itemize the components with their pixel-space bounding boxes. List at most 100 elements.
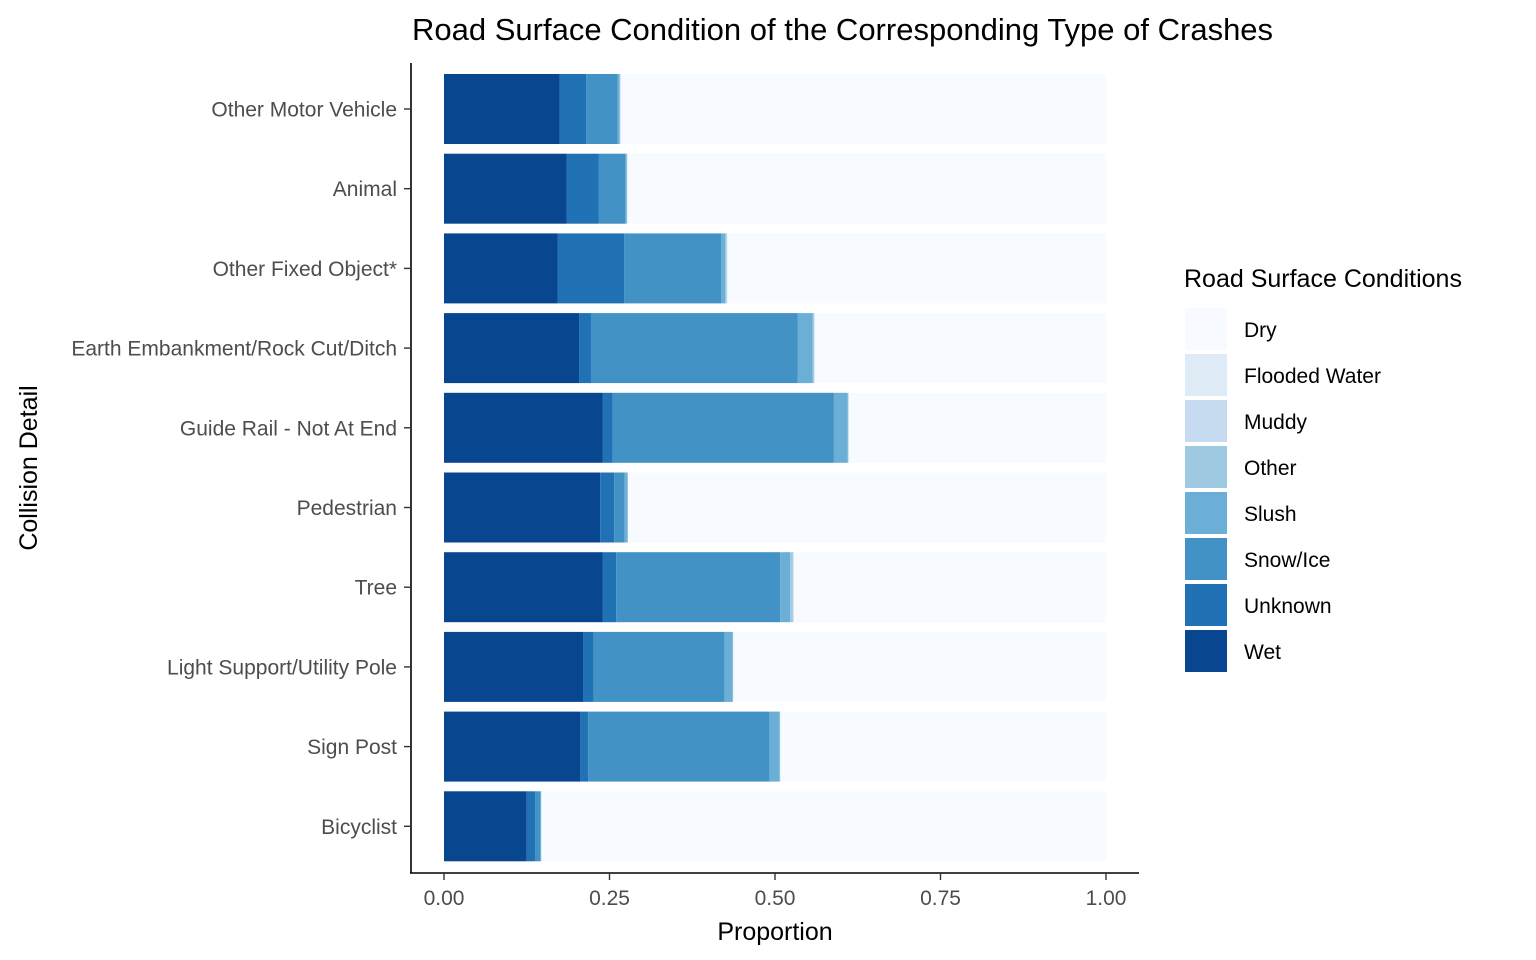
legend-title: Road Surface Conditions <box>1184 265 1462 293</box>
bar-other-motor-vehicle-slush <box>617 74 620 144</box>
bar-guide-rail-not-at-end-slush <box>833 392 848 463</box>
bar-pedestrian-snow-ice <box>614 472 625 543</box>
bar-animal-unknown <box>566 153 599 224</box>
x-tick-label: 0.75 <box>920 887 961 910</box>
bar-earth-embankment-rock-cut-ditch-dry <box>814 313 1106 384</box>
bar-other-motor-vehicle-snow-ice <box>586 74 618 144</box>
legend-key-flooded-water <box>1185 354 1227 396</box>
bar-other-fixed-object-muddy <box>726 233 728 304</box>
bar-other-fixed-object-other <box>725 233 727 304</box>
legend-key-snow-ice <box>1185 538 1227 580</box>
bar-tree-dry <box>794 552 1106 623</box>
bar-guide-rail-not-at-end-other <box>847 392 849 463</box>
bar-earth-embankment-rock-cut-ditch-slush <box>797 313 813 384</box>
bar-sign-post-slush <box>769 711 780 782</box>
bar-sign-post-wet <box>444 711 581 782</box>
bar-tree-other <box>790 552 793 623</box>
bar-tree-unknown <box>602 552 617 623</box>
legend-key-slush <box>1185 492 1227 534</box>
bar-light-support-utility-pole-dry <box>733 631 1106 702</box>
chart-title: Road Surface Condition of the Correspond… <box>412 12 1273 47</box>
bar-earth-embankment-rock-cut-ditch-muddy <box>814 313 815 384</box>
bar-light-support-utility-pole-other <box>732 631 734 702</box>
bar-pedestrian-dry <box>628 472 1106 543</box>
legend-label-dry: Dry <box>1244 319 1277 342</box>
bar-guide-rail-not-at-end-unknown <box>602 392 613 463</box>
bar-sign-post-other <box>779 711 781 782</box>
x-axis-ticks: 0.00 0.25 0.50 0.75 1.00 <box>424 873 1127 910</box>
bar-other-motor-vehicle-dry <box>620 74 1106 144</box>
bar-animal-dry <box>627 153 1106 224</box>
x-tick-label: 1.00 <box>1086 887 1127 910</box>
x-tick-label: 0.25 <box>589 887 630 910</box>
bar-light-support-utility-pole-slush <box>724 631 733 702</box>
bar-other-fixed-object-slush <box>721 233 726 304</box>
legend: Road Surface Conditions Dry Flooded Water… <box>1184 265 1462 672</box>
bar-other-motor-vehicle-muddy <box>620 74 621 144</box>
x-tick-label: 0.50 <box>755 887 796 910</box>
y-axis-ticks: Other Motor Vehicle Animal Other Fixed Obj… <box>71 99 411 839</box>
bar-tree-slush <box>780 552 791 623</box>
bar-pedestrian-wet <box>444 472 601 543</box>
bar-light-support-utility-pole-unknown <box>583 631 594 702</box>
legend-label-wet: Wet <box>1244 641 1281 664</box>
y-tick-label: Pedestrian <box>297 497 397 520</box>
bars-layer <box>444 74 1106 862</box>
bar-earth-embankment-rock-cut-ditch-other <box>812 313 815 384</box>
y-tick-label: Light Support/Utility Pole <box>167 656 397 679</box>
bar-bicyclist-slush <box>539 791 542 862</box>
bar-tree-flooded-water <box>793 552 795 623</box>
bar-guide-rail-not-at-end-wet <box>444 392 603 463</box>
bar-other-fixed-object-unknown <box>557 233 625 304</box>
legend-key-dry <box>1185 308 1227 350</box>
bar-pedestrian-slush <box>624 472 628 543</box>
legend-label-slush: Slush <box>1244 503 1297 526</box>
bar-other-fixed-object-wet <box>444 233 558 304</box>
bar-animal-snow-ice <box>598 153 626 224</box>
bar-earth-embankment-rock-cut-ditch-snow-ice <box>590 313 798 384</box>
y-tick-label: Tree <box>355 577 397 600</box>
x-axis-title: Proportion <box>717 918 832 946</box>
legend-key-unknown <box>1185 584 1227 626</box>
y-tick-label: Other Fixed Object* <box>213 258 397 281</box>
bar-sign-post-snow-ice <box>588 711 770 782</box>
bar-earth-embankment-rock-cut-ditch-unknown <box>579 313 591 384</box>
bar-other-motor-vehicle-unknown <box>559 74 587 144</box>
bar-pedestrian-unknown <box>600 472 615 543</box>
bar-sign-post-unknown <box>580 711 589 782</box>
bar-animal-wet <box>444 153 567 224</box>
legend-label-snow-ice: Snow/Ice <box>1244 549 1330 572</box>
bar-bicyclist-dry <box>541 791 1106 862</box>
y-tick-label: Guide Rail - Not At End <box>180 417 397 440</box>
bar-bicyclist-unknown <box>526 791 536 862</box>
legend-label-other: Other <box>1244 457 1297 480</box>
y-axis-title: Collision Detail <box>15 385 43 550</box>
bar-earth-embankment-rock-cut-ditch-wet <box>444 313 580 384</box>
bar-guide-rail-not-at-end-dry <box>848 392 1106 463</box>
legend-key-wet <box>1185 630 1227 672</box>
bar-sign-post-dry <box>780 711 1106 782</box>
y-tick-label: Animal <box>333 178 397 201</box>
legend-key-other <box>1185 446 1227 488</box>
legend-key-muddy <box>1185 400 1227 442</box>
bar-animal-other <box>626 153 628 224</box>
y-tick-label: Earth Embankment/Rock Cut/Ditch <box>71 338 397 361</box>
y-tick-label: Bicyclist <box>321 816 397 839</box>
bar-bicyclist-wet <box>444 791 527 862</box>
bar-animal-slush <box>625 153 627 224</box>
bar-light-support-utility-pole-snow-ice <box>593 631 725 702</box>
bar-guide-rail-not-at-end-snow-ice <box>612 392 834 463</box>
bar-other-fixed-object-snow-ice <box>624 233 722 304</box>
legend-label-flooded-water: Flooded Water <box>1244 365 1381 388</box>
bar-other-fixed-object-dry <box>727 233 1106 304</box>
bar-tree-snow-ice <box>616 552 781 623</box>
y-tick-label: Other Motor Vehicle <box>211 99 397 122</box>
bar-bicyclist-snow-ice <box>535 791 540 862</box>
legend-label-unknown: Unknown <box>1244 595 1332 618</box>
bar-other-motor-vehicle-other <box>619 74 621 144</box>
bar-pedestrian-other <box>627 472 629 543</box>
bar-light-support-utility-pole-wet <box>444 631 584 702</box>
bar-tree-wet <box>444 552 603 623</box>
